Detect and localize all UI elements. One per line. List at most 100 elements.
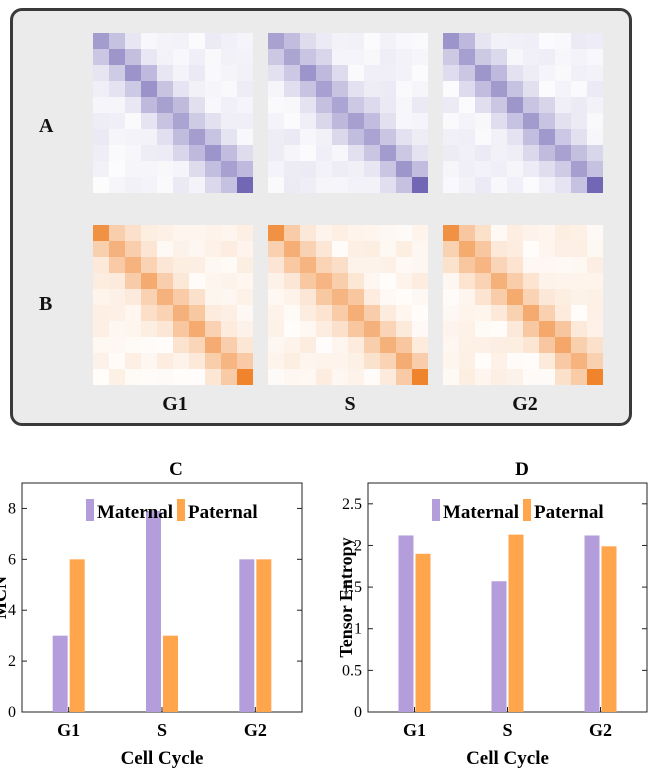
heatmap-cell (173, 161, 189, 177)
heatmap-cell (555, 65, 571, 81)
heatmap-cell (523, 289, 539, 305)
heatmap-cell (491, 145, 507, 161)
heatmap-cell (587, 81, 603, 97)
heatmap-cell (571, 97, 587, 113)
heatmap-cell (316, 161, 332, 177)
heatmap-cell (221, 97, 237, 113)
y-tick-label: 4 (8, 602, 16, 619)
heatmap-cell (364, 257, 380, 273)
heatmap-cell (109, 177, 125, 193)
heatmap-cell (475, 129, 491, 145)
heatmap-cell (237, 337, 253, 353)
y-tick-label: 0 (354, 704, 362, 721)
heatmap-cell (284, 49, 300, 65)
heatmap-cell (268, 369, 284, 385)
heatmap-cell (364, 289, 380, 305)
heatmap-cell (125, 321, 141, 337)
heatmap-cell (348, 65, 364, 81)
legend-swatch (432, 499, 440, 521)
heatmap-cell (507, 161, 523, 177)
heatmap-cell (205, 33, 221, 49)
heatmap-cell (443, 225, 459, 241)
heatmap-cell (507, 113, 523, 129)
heatmap-cell (539, 177, 555, 193)
y-tick-label: 2.5 (342, 496, 362, 513)
heatmap-cell (284, 273, 300, 289)
heatmap-cell (555, 49, 571, 65)
heatmap-cell (587, 97, 603, 113)
heatmap-cell (491, 129, 507, 145)
heatmap-cell (571, 33, 587, 49)
heatmap-cell (109, 241, 125, 257)
heatmap-cell (284, 33, 300, 49)
heatmap-cell (539, 273, 555, 289)
heatmap-cell (348, 273, 364, 289)
heatmap-cell (491, 241, 507, 257)
heatmap-cell (523, 177, 539, 193)
heatmap-cell (412, 129, 428, 145)
heatmap-cell (348, 161, 364, 177)
heatmap-cell (157, 369, 173, 385)
x-tick-label: S (157, 720, 167, 740)
heatmap-cell (157, 33, 173, 49)
heatmap-cell (348, 241, 364, 257)
heatmap-cell (364, 369, 380, 385)
heatmap-cell (380, 337, 396, 353)
heatmap-cell (284, 241, 300, 257)
heatmap-cell (205, 81, 221, 97)
heatmap-cell (93, 65, 109, 81)
heatmap-cell (316, 305, 332, 321)
heatmap-cell (459, 65, 475, 81)
heatmap-cell (189, 145, 205, 161)
x-axis-label: Cell Cycle (121, 748, 204, 769)
heatmap-cell (237, 369, 253, 385)
heatmap-cell (141, 353, 157, 369)
heatmap-a-g2 (443, 33, 603, 193)
chart-title: C (169, 459, 183, 480)
heatmap-cell (475, 305, 491, 321)
heatmap-cell (109, 129, 125, 145)
heatmap-cell (332, 241, 348, 257)
heatmap-cell (157, 289, 173, 305)
chart-title: D (515, 459, 529, 480)
heatmap-cell (459, 129, 475, 145)
heatmap-cell (237, 289, 253, 305)
heatmap-cell (284, 129, 300, 145)
heatmap-cell (316, 321, 332, 337)
bar-maternal (398, 535, 414, 712)
heatmap-cell (491, 33, 507, 49)
heatmap-cell (93, 81, 109, 97)
heatmap-cell (205, 49, 221, 65)
heatmap-cell (412, 113, 428, 129)
heatmap-cell (396, 321, 412, 337)
heatmap-cell (189, 81, 205, 97)
heatmap-cell (332, 97, 348, 113)
heatmap-cell (157, 337, 173, 353)
heatmap-cell (205, 337, 221, 353)
heatmap-cell (396, 273, 412, 289)
heatmap-cell (125, 225, 141, 241)
y-axis-label: MCN (0, 576, 10, 619)
heatmap-cell (109, 337, 125, 353)
heatmap-cell (348, 369, 364, 385)
heatmap-b-g2 (443, 225, 603, 385)
heatmap-cell (587, 33, 603, 49)
heatmap-cell (491, 225, 507, 241)
heatmap-cell (221, 161, 237, 177)
x-tick-label: G1 (403, 720, 426, 740)
heatmap-cell (173, 81, 189, 97)
heatmap-cell (300, 289, 316, 305)
heatmap-cell (364, 49, 380, 65)
heatmap-cell (332, 369, 348, 385)
heatmap-cell (268, 33, 284, 49)
heatmap-cell (332, 129, 348, 145)
heatmap-cell (109, 145, 125, 161)
heatmap-cell (348, 33, 364, 49)
heatmap-cell (539, 289, 555, 305)
heatmap-cell (555, 97, 571, 113)
heatmap-cell (268, 49, 284, 65)
heatmap-cell (571, 369, 587, 385)
heatmap-cell (380, 225, 396, 241)
heatmap-cell (364, 81, 380, 97)
heatmap-cell (284, 225, 300, 241)
